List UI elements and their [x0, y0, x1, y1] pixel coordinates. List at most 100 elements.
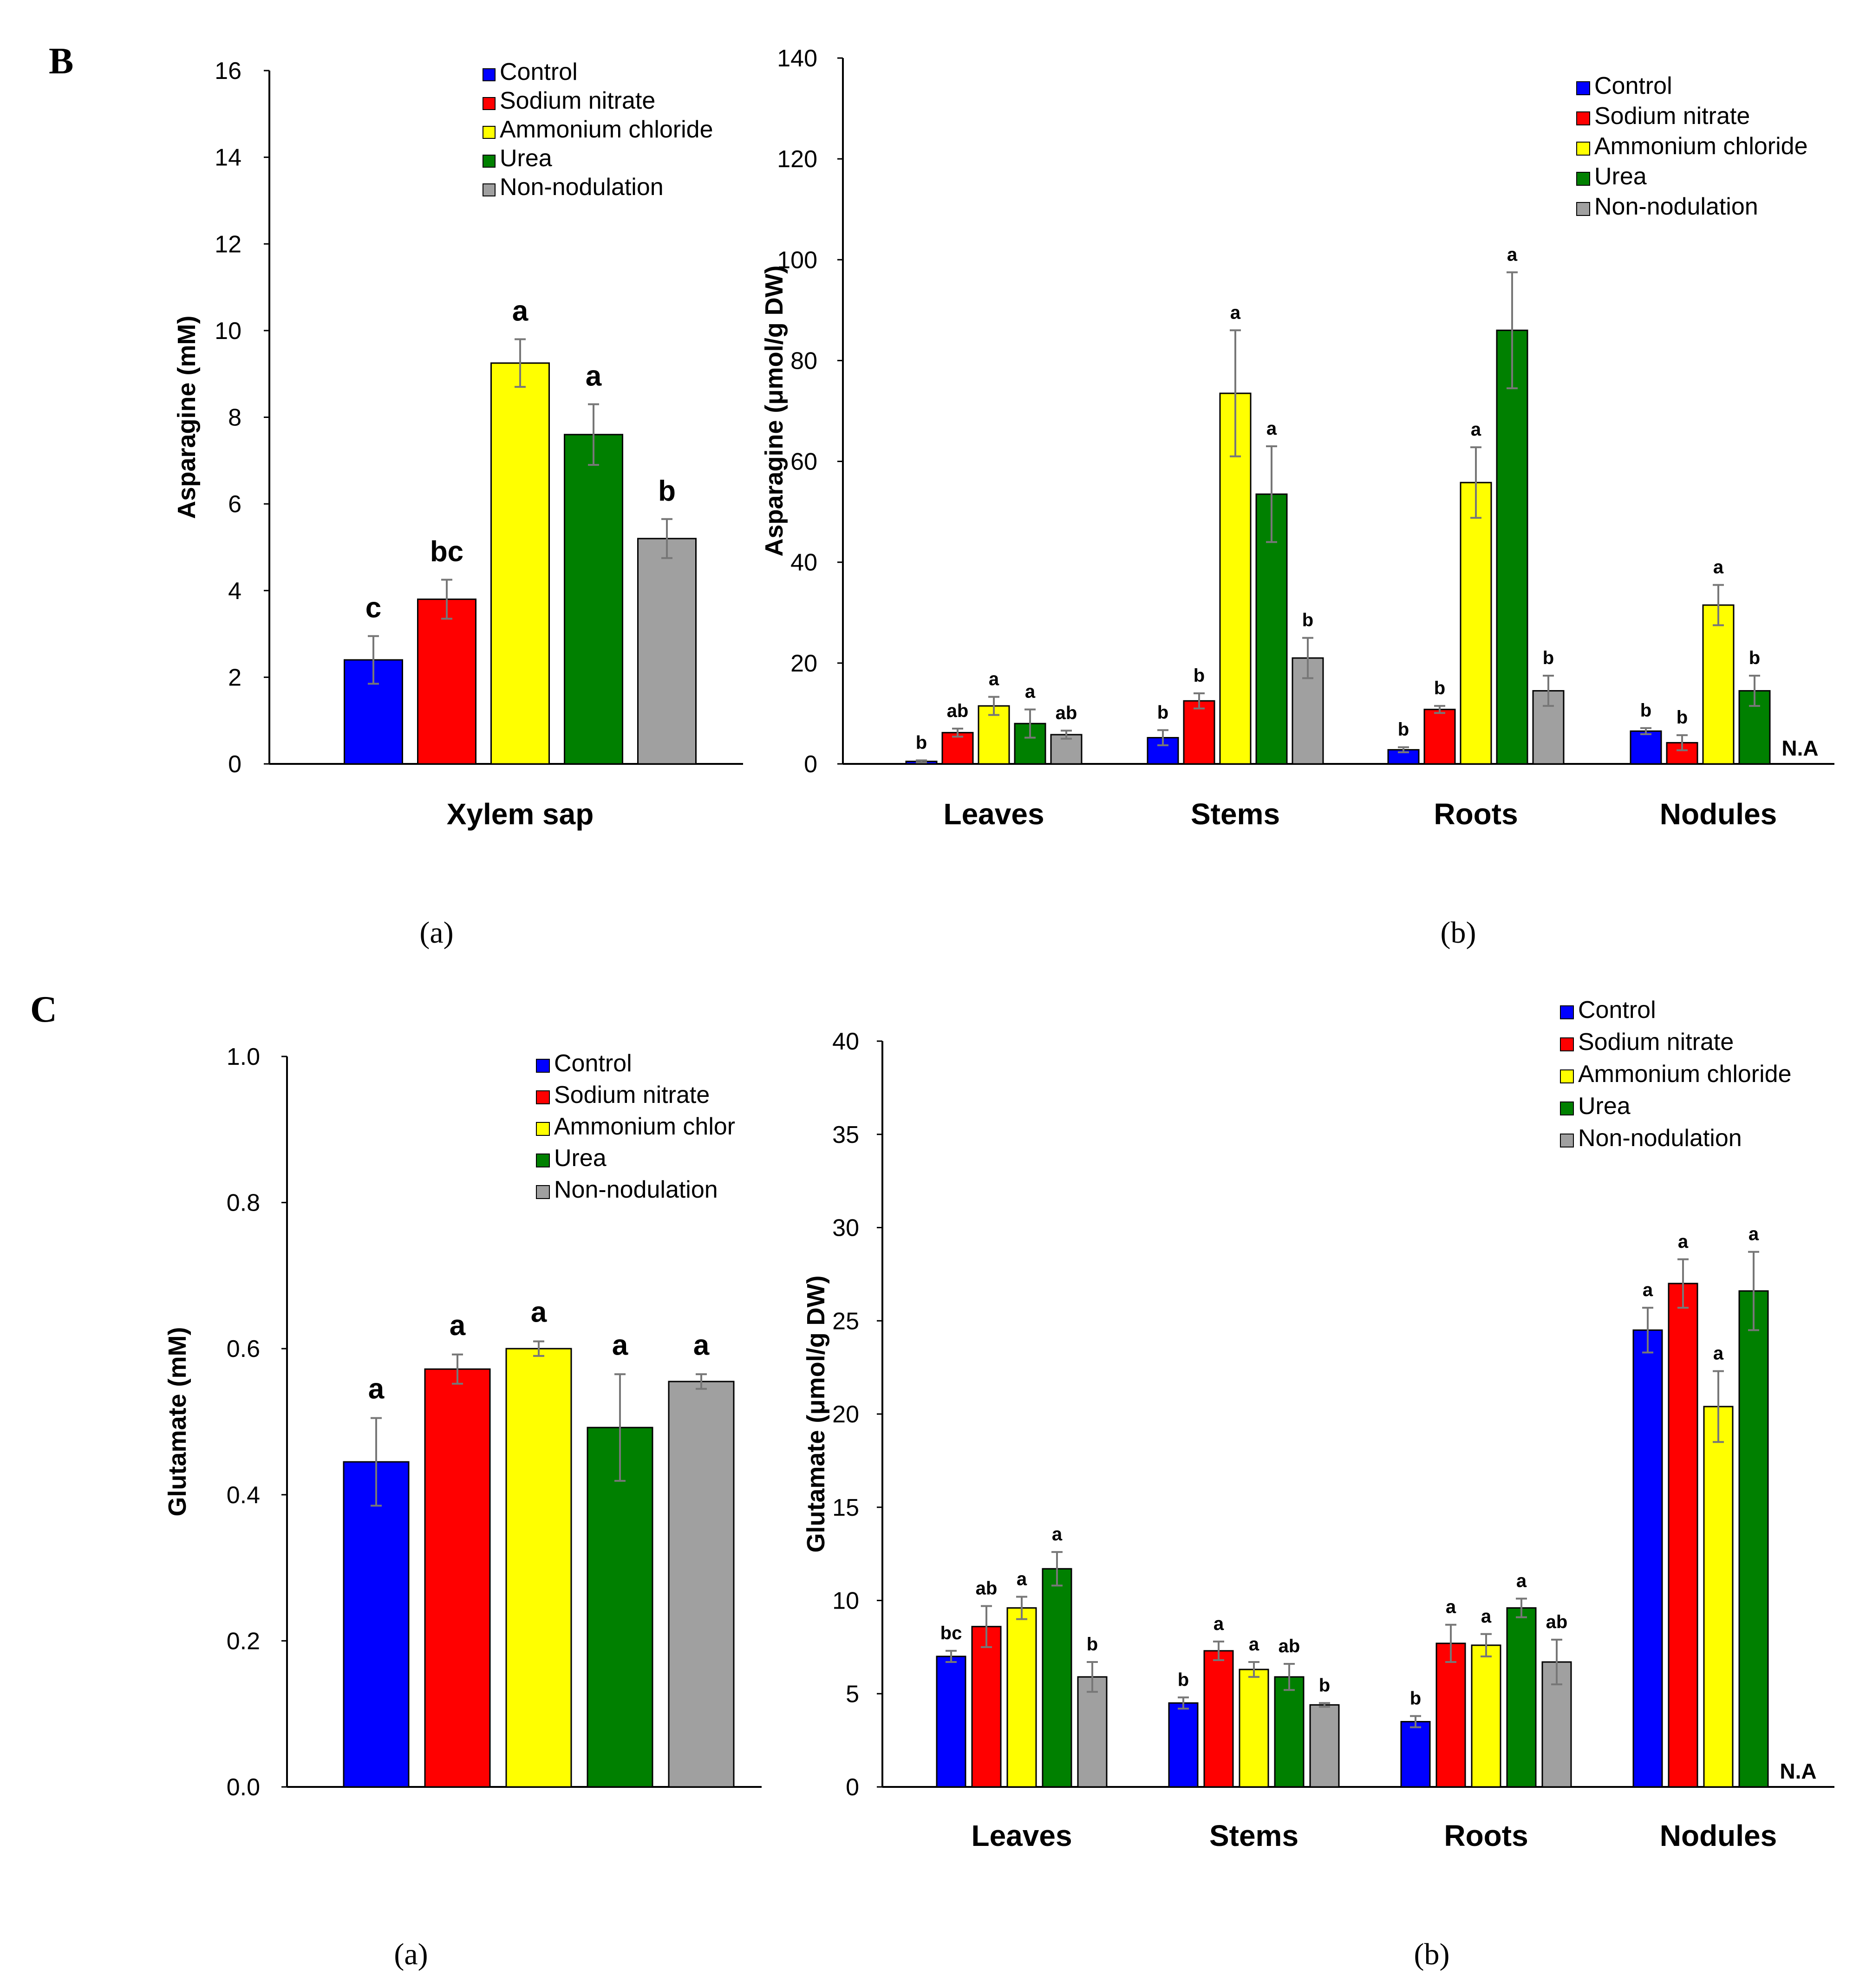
bar [1532, 690, 1565, 765]
legend-swatch [1576, 172, 1590, 186]
legend-swatch [483, 126, 496, 139]
significance-label: b [1677, 707, 1688, 728]
significance-label: a [1052, 1524, 1063, 1545]
legend-label: Sodium nitrate [500, 87, 655, 114]
significance-label: a [586, 360, 602, 392]
y-tick-label: 20 [790, 650, 817, 677]
significance-label: a [1713, 1343, 1724, 1364]
significance-label: bc [430, 535, 463, 567]
significance-label: b [1749, 648, 1760, 668]
significance-label: c [365, 592, 381, 624]
bar [417, 598, 476, 765]
legend-swatch [536, 1090, 550, 1104]
y-tick-label: 80 [790, 347, 817, 374]
subfigure-caption: (a) [394, 1937, 428, 1971]
bar [1460, 482, 1492, 765]
y-tick-label: 2 [228, 664, 241, 691]
y-tick-label: 0.8 [227, 1190, 260, 1217]
significance-label: a [1643, 1280, 1653, 1300]
significance-label: b [1319, 1675, 1330, 1695]
bar [1274, 1676, 1305, 1788]
y-tick-label: 10 [215, 318, 241, 345]
y-tick-label: 0.2 [227, 1628, 260, 1655]
legend-swatch [1576, 142, 1590, 156]
bar [1702, 604, 1735, 765]
bar [343, 1461, 410, 1788]
legend-label: Non-nodulation [500, 174, 664, 201]
legend-swatch [536, 1059, 550, 1073]
legend-label: Ammonium chloride [1578, 1061, 1792, 1088]
significance-label: b [1087, 1634, 1098, 1655]
x-axis-title: Xylem sap [447, 797, 594, 831]
legend-swatch [536, 1122, 550, 1136]
category-label: Stems [1191, 797, 1280, 831]
legend-label: Urea [1594, 163, 1647, 190]
significance-label: a [512, 295, 528, 327]
y-tick-label: 14 [215, 144, 241, 171]
legend-label: Non-nodulation [1578, 1125, 1742, 1152]
legend-swatch [1576, 111, 1590, 125]
bar [1423, 709, 1456, 765]
y-tick-label: 140 [777, 45, 817, 72]
category-label: Nodules [1660, 797, 1777, 831]
bar [1471, 1644, 1501, 1788]
legend-label: Ammonium chlor [554, 1113, 735, 1140]
legend-label: Sodium nitrate [554, 1082, 710, 1108]
y-tick-label: 1.0 [227, 1043, 260, 1070]
legend-swatch [483, 68, 496, 81]
legend-swatch [1560, 1037, 1574, 1051]
category-label: Roots [1434, 797, 1518, 831]
bar [971, 1626, 1002, 1788]
bar [1203, 1650, 1234, 1788]
bar [637, 538, 697, 765]
y-tick-label: 15 [832, 1494, 859, 1521]
bar [1168, 1702, 1199, 1788]
legend-label: Non-nodulation [1594, 193, 1758, 220]
legend-swatch [483, 155, 496, 168]
legend-label: Control [500, 59, 578, 85]
y-tick-label: 0 [804, 751, 817, 778]
legend-label: Urea [500, 145, 552, 172]
legend-label: Sodium nitrate [1594, 103, 1750, 130]
y-tick-label: 0.6 [227, 1336, 260, 1362]
significance-label: a [693, 1329, 710, 1361]
y-tick-label: 40 [832, 1028, 859, 1055]
chart-glutamate-xylem-sap: 0.0 0.2 0.4 0.6 0.8 1.0 Glutamate (mM) a a a a a Con… [163, 1043, 762, 1971]
legend-swatch [1560, 1134, 1574, 1147]
chart-asparagine-xylem-sap: 0 2 4 6 8 10 12 14 16 Asparagine (mM) c bc a a b Xylem … [173, 58, 743, 950]
significance-label: ab [1279, 1636, 1300, 1656]
y-tick-label: 40 [790, 549, 817, 576]
legend-swatch [1560, 1069, 1574, 1083]
legend-label: Control [1594, 72, 1672, 99]
legend-label: Non-nodulation [554, 1176, 718, 1203]
significance-label: a [1471, 419, 1481, 440]
subfigure-caption: (b) [1441, 916, 1476, 950]
bar [1496, 329, 1528, 765]
y-tick-label: 120 [777, 146, 817, 173]
legend-swatch [483, 183, 496, 196]
y-tick-label: 0.0 [227, 1774, 260, 1801]
significance-label: b [1640, 700, 1651, 721]
significance-label: ab [1056, 703, 1077, 723]
y-axis-title: Asparagine (mM) [173, 315, 201, 519]
significance-label: a [1214, 1614, 1224, 1634]
bar [1703, 1406, 1734, 1788]
significance-label: a [368, 1373, 385, 1405]
bar [1309, 1704, 1340, 1788]
category-label: Nodules [1660, 1819, 1777, 1852]
significance-label: a [1017, 1569, 1027, 1589]
significance-label: a [1507, 244, 1518, 265]
chart-glutamate-tissues: 0 5 10 15 20 25 30 35 40 Glutamate (μmol/g DW) bc a… [802, 997, 1834, 1971]
y-tick-label: 6 [228, 491, 241, 518]
significance-label: a [1230, 302, 1241, 323]
bar [668, 1381, 735, 1788]
y-tick-label: 25 [832, 1308, 859, 1335]
significance-label: a [989, 669, 999, 690]
bar [1183, 700, 1215, 765]
bar [1738, 1290, 1769, 1788]
y-tick-label: 5 [846, 1681, 859, 1708]
bar [490, 362, 550, 765]
significance-label: ab [947, 701, 969, 721]
bar [1042, 1568, 1072, 1788]
